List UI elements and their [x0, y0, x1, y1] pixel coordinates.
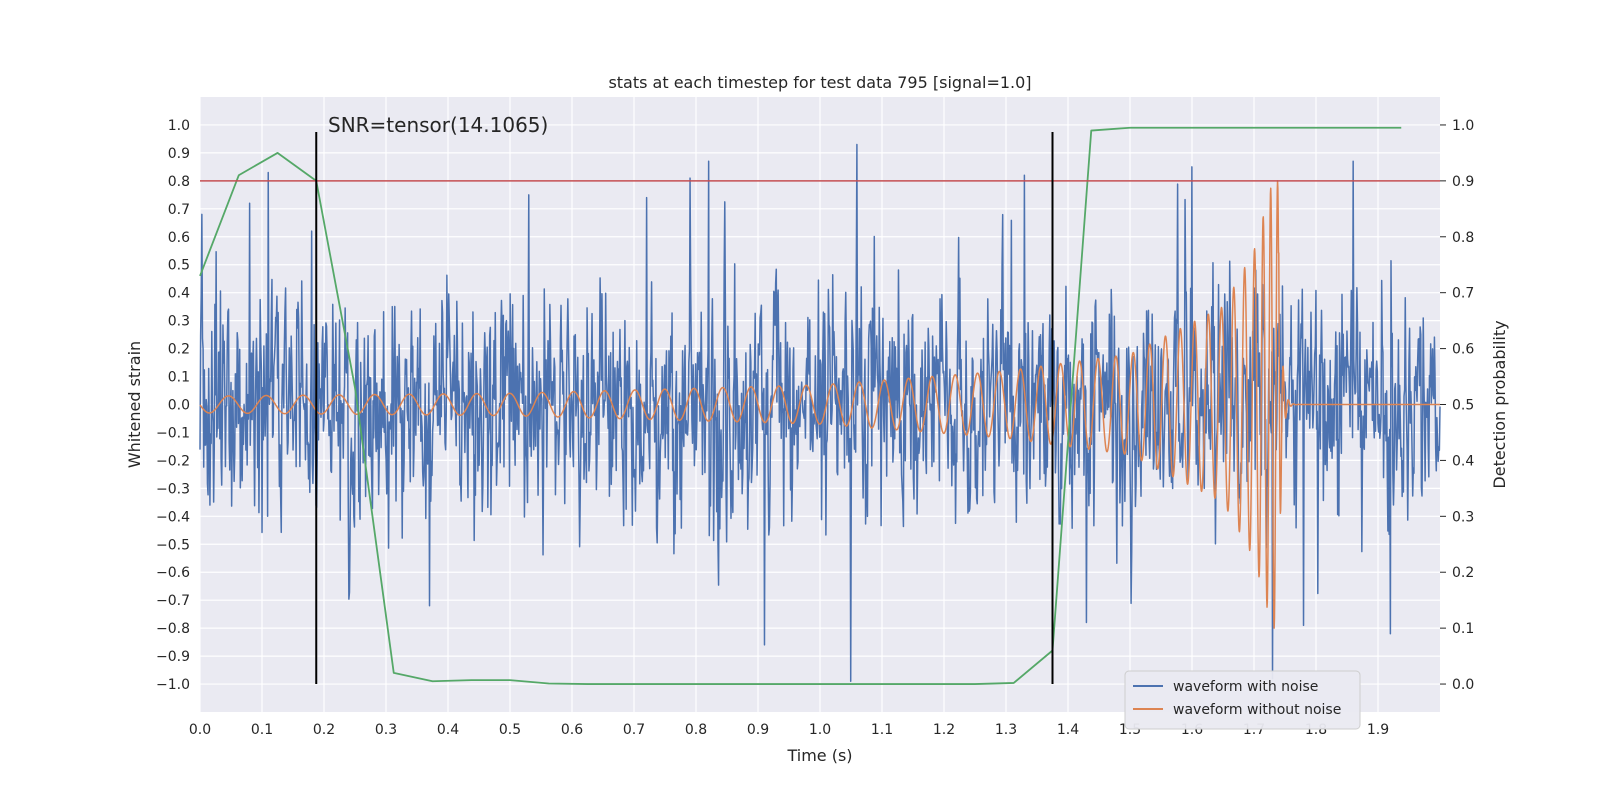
y2-tick-label: 0.6 — [1452, 342, 1474, 358]
y2-tick-label: 0.4 — [1452, 453, 1474, 469]
x-tick-label: 0.1 — [251, 722, 273, 738]
legend-label: waveform with noise — [1173, 679, 1318, 695]
y2-tick-label: 0.7 — [1452, 286, 1474, 302]
y-tick-label: −0.1 — [156, 425, 190, 441]
y2-tick-label: 0.3 — [1452, 509, 1474, 525]
y-tick-label: −0.7 — [156, 593, 190, 609]
y2-tick-label: 0.0 — [1452, 677, 1474, 693]
y-tick-label: −0.2 — [156, 453, 190, 469]
y-tick-label: 0.5 — [168, 258, 190, 274]
x-axis-ticks: 0.0 0.1 0.2 0.3 0.4 0.5 0.6 0.7 0.8 0.9 1.0 1.1 1.2 1… — [189, 722, 1389, 738]
x-tick-label: 0.4 — [437, 722, 459, 738]
y-tick-label: 0.9 — [168, 146, 190, 162]
snr-annotation: SNR=tensor(14.1065) — [328, 113, 548, 137]
x-tick-label: 1.0 — [809, 722, 831, 738]
x-axis-label: Time (s) — [786, 746, 852, 765]
y-tick-label: 0.7 — [168, 202, 190, 218]
y2-axis-ticks: 1.0 0.9 0.8 0.7 0.6 0.5 0.4 0.3 0.2 0.1 0.0 — [1440, 118, 1474, 693]
y-tick-label: −0.5 — [156, 537, 190, 553]
x-tick-label: 0.7 — [623, 722, 645, 738]
x-tick-label: 0.0 — [189, 722, 211, 738]
legend-frame — [1124, 670, 1361, 730]
y-tick-label: −0.8 — [156, 621, 190, 637]
y-tick-label: −0.3 — [156, 481, 190, 497]
y-tick-label: 1.0 — [168, 118, 190, 134]
y2-axis-label: Detection probability — [1490, 320, 1509, 488]
y-tick-label: 0.0 — [168, 398, 190, 414]
y2-tick-label: 0.2 — [1452, 565, 1474, 581]
y2-tick-label: 0.8 — [1452, 230, 1474, 246]
series-layer — [199, 126, 1441, 685]
series-waveform-with-noise — [199, 143, 1441, 682]
y-tick-label: 0.2 — [168, 342, 190, 358]
legend-label: waveform without noise — [1173, 702, 1341, 718]
x-tick-label: 1.9 — [1367, 722, 1389, 738]
y-tick-label: 0.4 — [168, 286, 190, 302]
series-waveform-without-noise — [199, 180, 1441, 629]
legend: waveform with noise waveform without nois… — [1124, 670, 1361, 730]
x-tick-label: 0.9 — [747, 722, 769, 738]
x-tick-label: 0.3 — [375, 722, 397, 738]
x-tick-label: 1.3 — [995, 722, 1017, 738]
y-tick-label: −0.9 — [156, 649, 190, 665]
y-tick-label: 0.8 — [168, 174, 190, 190]
x-tick-label: 0.6 — [561, 722, 583, 738]
y2-tick-label: 1.0 — [1452, 118, 1474, 134]
y-tick-label: 0.3 — [168, 314, 190, 330]
y-tick-label: 0.1 — [168, 370, 190, 386]
x-tick-label: 1.2 — [933, 722, 955, 738]
series-detection-probability — [199, 126, 1402, 685]
y2-tick-label: 0.1 — [1452, 621, 1474, 637]
x-tick-label: 1.1 — [871, 722, 893, 738]
x-tick-label: 0.2 — [313, 722, 335, 738]
reference-lines — [200, 131, 1440, 685]
x-tick-label: 0.8 — [685, 722, 707, 738]
y-tick-label: −0.4 — [156, 509, 190, 525]
y-axis-label: Whitened strain — [125, 341, 144, 468]
y2-tick-label: 0.5 — [1452, 398, 1474, 414]
y-tick-label: −1.0 — [156, 677, 190, 693]
y2-tick-label: 0.9 — [1452, 174, 1474, 190]
chart-title: stats at each timestep for test data 795… — [608, 73, 1031, 92]
y-tick-label: −0.6 — [156, 565, 190, 581]
y-axis-ticks: 1.0 0.9 0.8 0.7 0.6 0.5 0.4 0.3 0.2 0.1 0.0 −0.1 −0.… — [156, 118, 190, 693]
y-tick-label: 0.6 — [168, 230, 190, 246]
x-tick-label: 1.4 — [1057, 722, 1079, 738]
x-tick-label: 0.5 — [499, 722, 521, 738]
